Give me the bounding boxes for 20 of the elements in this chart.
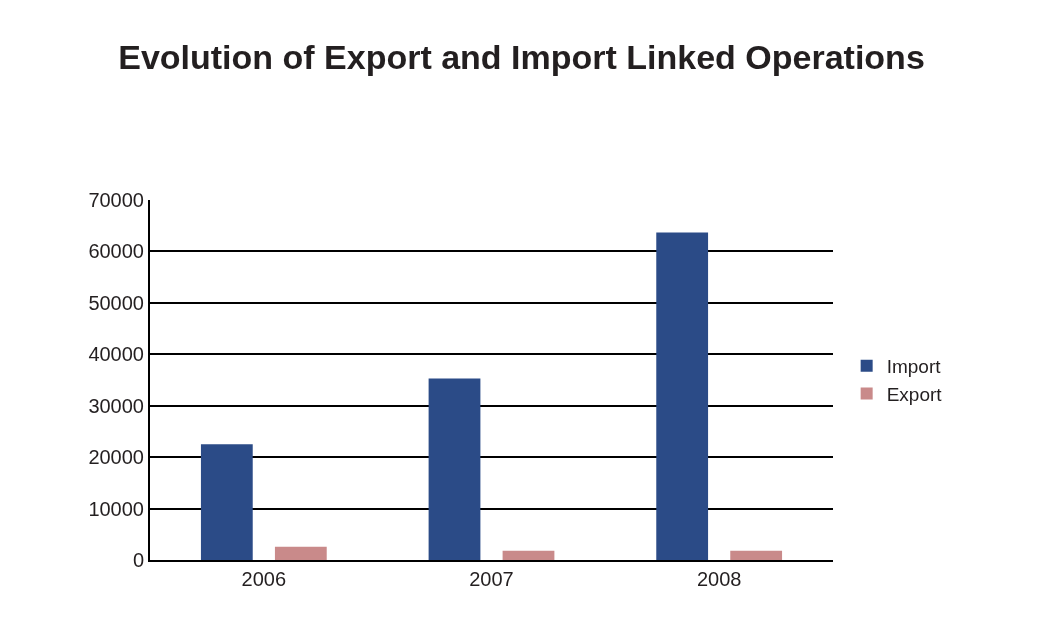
y-tick-label: 50000 — [88, 291, 144, 314]
y-tick-label: 40000 — [88, 343, 144, 366]
bar — [274, 546, 327, 560]
bar — [656, 232, 709, 560]
x-tick-label: 2008 — [696, 568, 742, 590]
y-tick-label: 70000 — [88, 189, 144, 211]
x-tick-label: 2006 — [241, 568, 287, 590]
bar — [502, 550, 555, 560]
y-tick-label: 60000 — [88, 240, 144, 263]
y-tick-label: 30000 — [88, 394, 144, 417]
bar — [428, 378, 481, 560]
y-tick-label: 20000 — [88, 446, 144, 469]
bar — [730, 550, 783, 560]
y-tick-label: 0 — [132, 549, 144, 571]
x-tick-label: 2007 — [469, 568, 514, 590]
bar — [200, 444, 253, 560]
legend-label: Export — [886, 383, 943, 405]
chart-title: Evolution of Export and Import Linked Operations — [118, 37, 925, 76]
y-tick-label: 10000 — [88, 497, 144, 520]
legend-label: Import — [886, 356, 942, 378]
